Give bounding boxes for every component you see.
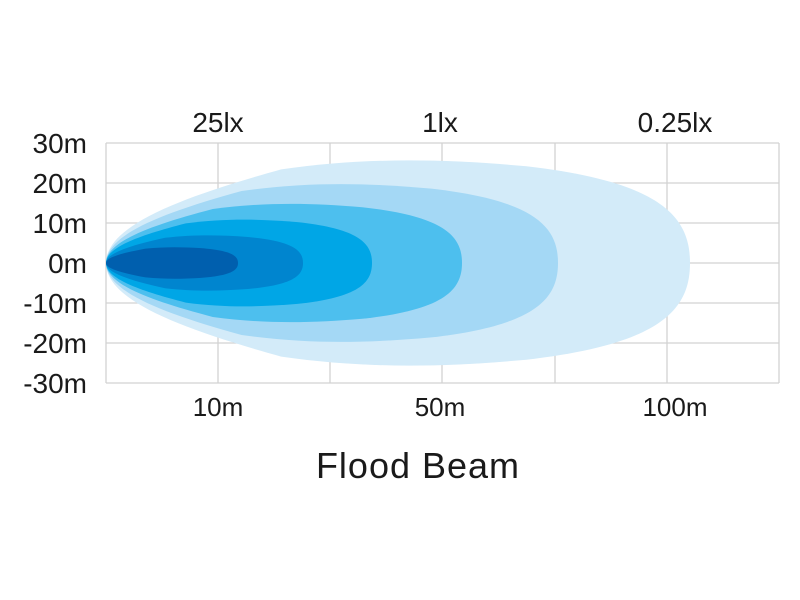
y-tick-label: 0m <box>48 248 87 279</box>
y-tick-label: 30m <box>33 128 87 159</box>
y-tick-label: 10m <box>33 208 87 239</box>
lux-labels: 25lx 1lx 0.25lx <box>192 107 712 138</box>
y-tick-label: -30m <box>23 368 87 399</box>
beam-zone-6 <box>106 247 238 279</box>
x-tick-label: 10m <box>193 392 244 422</box>
chart-title: Flood Beam <box>316 445 520 486</box>
lux-label: 25lx <box>192 107 243 138</box>
x-axis-labels: 10m 50m 100m <box>193 392 708 422</box>
y-tick-label: 20m <box>33 168 87 199</box>
x-tick-label: 50m <box>415 392 466 422</box>
lux-label: 1lx <box>422 107 458 138</box>
y-axis-labels: 30m 20m 10m 0m -10m -20m -30m <box>23 128 87 399</box>
lux-label: 0.25lx <box>638 107 713 138</box>
y-tick-label: -10m <box>23 288 87 319</box>
x-tick-label: 100m <box>642 392 707 422</box>
beam-pattern <box>106 160 690 366</box>
y-tick-label: -20m <box>23 328 87 359</box>
